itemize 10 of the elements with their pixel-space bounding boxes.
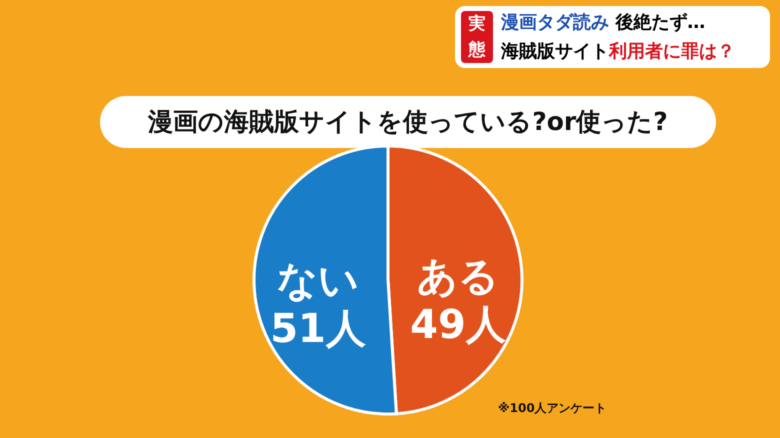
data-label: 51人	[270, 306, 367, 352]
slice-label: ない	[277, 258, 360, 304]
data-label: 49人	[410, 302, 507, 348]
text: ※100人アンケート	[498, 400, 607, 417]
text: 海賊版サイト	[501, 41, 609, 62]
chart-title: 漫画の海賊版サイトを使っている?or使った?	[100, 96, 716, 148]
slice-label: ある	[416, 254, 499, 300]
text: 漫画タダ読み 後絶たず…	[501, 12, 706, 33]
text: 利用者に罪は？	[609, 41, 735, 62]
text: 実態	[461, 11, 493, 63]
